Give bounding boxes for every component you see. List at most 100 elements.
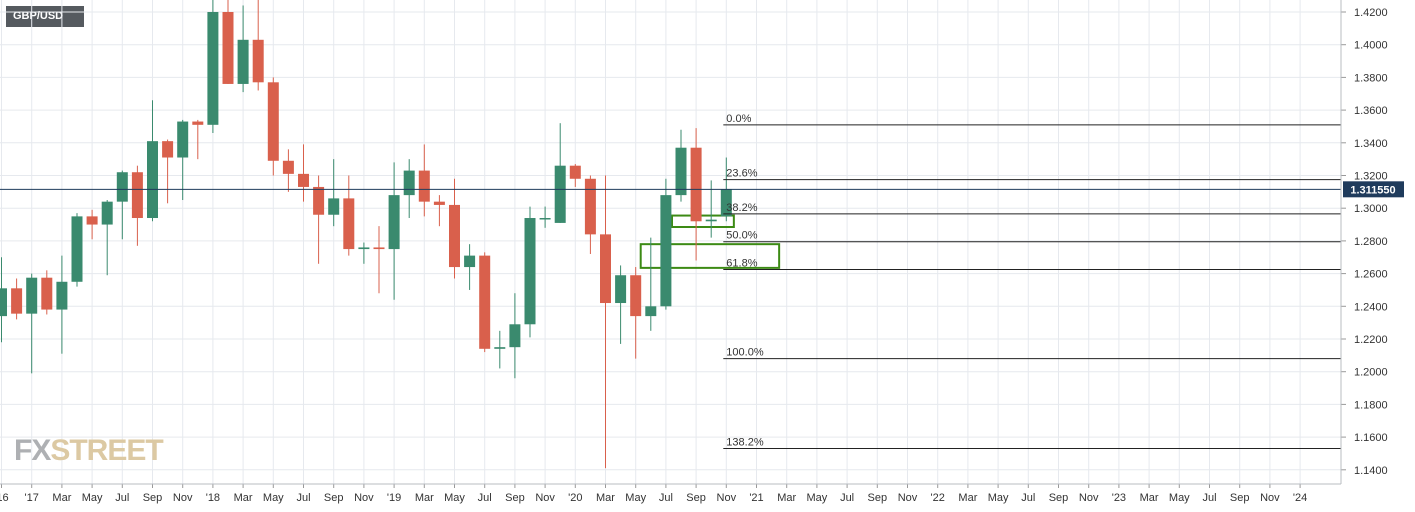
candle-body <box>645 306 657 317</box>
candle-body <box>433 201 445 205</box>
current-price-label: 1.311550 <box>1350 184 1395 196</box>
y-tick-label: 1.2200 <box>1354 334 1388 346</box>
candle-body <box>403 170 415 196</box>
candle <box>0 257 7 343</box>
x-tick-label: May <box>444 492 465 504</box>
candle-body <box>509 324 521 348</box>
candle <box>494 330 506 369</box>
x-tick-label: '16 <box>0 492 9 504</box>
x-tick-label: Sep <box>1049 492 1069 504</box>
candle-body <box>192 121 204 125</box>
y-tick-label: 1.4000 <box>1354 40 1388 52</box>
candle-body <box>282 160 294 174</box>
candles <box>0 0 732 469</box>
current-price-line: 1.311550 <box>0 181 1404 198</box>
candle-body <box>660 195 672 307</box>
x-tick-label: Mar <box>52 492 71 504</box>
x-tick-label: Mar <box>958 492 977 504</box>
x-tick-label: Mar <box>1140 492 1159 504</box>
symbol-label: GBP/USD <box>6 6 84 27</box>
candle-body <box>388 195 400 250</box>
y-tick-label: 1.3000 <box>1354 203 1388 215</box>
x-tick-label: May <box>1169 492 1190 504</box>
x-tick-label: Sep <box>868 492 888 504</box>
candle <box>479 252 491 353</box>
candle <box>222 0 234 84</box>
candle <box>282 149 294 192</box>
fib-level-label: 23.6% <box>726 168 757 180</box>
candle-body <box>328 198 340 215</box>
candle <box>690 128 702 261</box>
candle-body <box>147 141 158 219</box>
y-tick-label: 1.1800 <box>1354 399 1388 411</box>
candle-body <box>584 178 596 235</box>
candle-body <box>690 147 702 222</box>
x-tick-label: Jul <box>478 492 492 504</box>
x-tick-label: Mar <box>777 492 796 504</box>
candle <box>131 165 143 246</box>
candle <box>554 123 566 223</box>
x-tick-label: Sep <box>1230 492 1250 504</box>
x-tick-label: Jul <box>296 492 310 504</box>
candle <box>267 77 279 176</box>
candle <box>56 255 68 354</box>
x-tick-label: Jul <box>115 492 129 504</box>
candle-body <box>207 12 219 125</box>
candle-body <box>630 275 642 317</box>
candle-body <box>131 172 143 219</box>
candle-body <box>313 186 325 215</box>
candle <box>237 5 249 93</box>
x-tick-label: May <box>82 492 103 504</box>
candle <box>101 200 113 276</box>
y-tick-label: 1.3600 <box>1354 105 1388 117</box>
candle <box>600 175 611 469</box>
y-tick-label: 1.2400 <box>1354 301 1388 313</box>
candle <box>464 244 476 290</box>
candle <box>11 278 23 320</box>
candle <box>147 100 158 222</box>
candle <box>645 237 657 331</box>
candle <box>192 119 204 160</box>
x-tick-label: May <box>807 492 828 504</box>
y-tick-label: 1.4200 <box>1354 7 1388 19</box>
candle <box>358 242 370 264</box>
candle <box>675 129 687 202</box>
x-tick-label: May <box>263 492 284 504</box>
y-tick-label: 1.2000 <box>1354 367 1388 379</box>
candle-body <box>177 121 189 158</box>
support-zone-box <box>671 214 735 229</box>
x-tick-label: '20 <box>568 492 582 504</box>
fib-level-label: 0.0% <box>726 113 751 125</box>
candle <box>162 139 174 204</box>
candle-body <box>615 275 627 304</box>
current-price-tag <box>1343 181 1404 198</box>
candle <box>403 159 415 219</box>
candle-body <box>0 288 7 317</box>
fib-level-label: 138.2% <box>726 437 764 449</box>
axes: 1.4200 1.4000 1.3800 1.3600 1.3400 1.3200 1.30… <box>0 0 1388 504</box>
candle-body <box>524 218 536 325</box>
candle-body <box>252 39 264 83</box>
x-tick-label: '19 <box>387 492 401 504</box>
x-tick-label: Sep <box>505 492 525 504</box>
candle <box>177 119 189 201</box>
candle <box>373 226 385 294</box>
x-tick-label: '24 <box>1293 492 1307 504</box>
candle-body <box>675 147 687 196</box>
candle <box>328 159 340 227</box>
candle-body <box>449 204 460 268</box>
x-tick-label: Sep <box>143 492 163 504</box>
x-tick-label: Mar <box>596 492 615 504</box>
x-tick-label: Mar <box>234 492 253 504</box>
candle-body <box>343 198 355 250</box>
candle-body <box>101 201 113 225</box>
candle-body <box>705 219 717 222</box>
candle-body <box>56 281 68 310</box>
candle-body <box>162 141 174 158</box>
y-tick-label: 1.1400 <box>1354 465 1388 477</box>
candle <box>252 0 264 91</box>
x-tick-label: Sep <box>686 492 706 504</box>
y-tick-label: 1.3200 <box>1354 171 1388 183</box>
candle <box>660 178 672 310</box>
